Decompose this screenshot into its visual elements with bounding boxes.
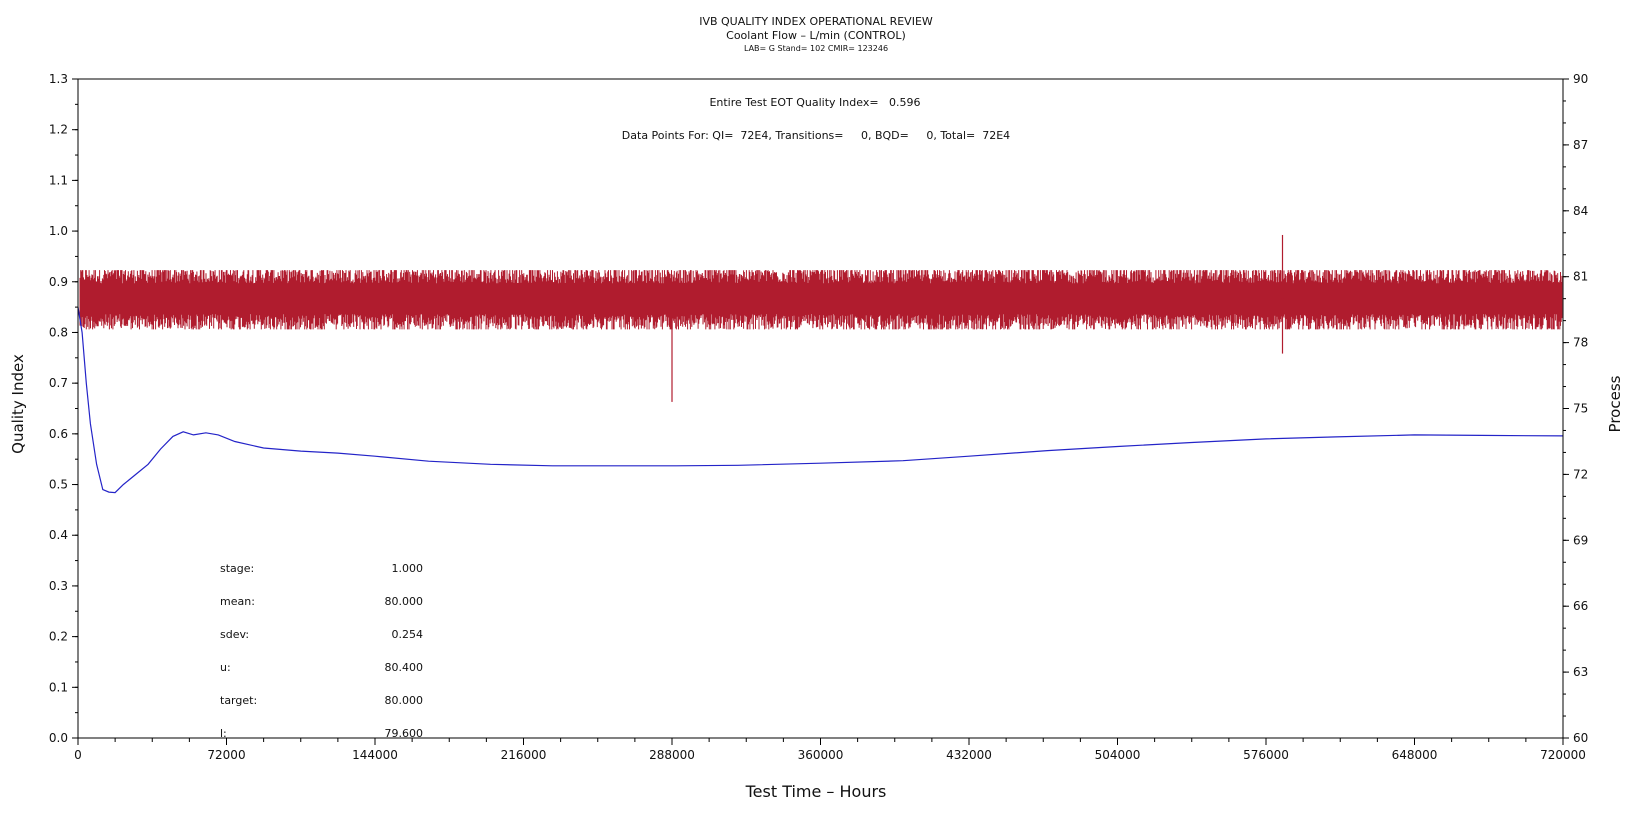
data-points-annotation: Data Points For: QI= 72E4, Transitions= … bbox=[622, 129, 1010, 142]
stat-value: 80.000 bbox=[385, 595, 424, 608]
y2-tick-label: 72 bbox=[1573, 467, 1588, 481]
y-tick-label: 0.5 bbox=[49, 478, 68, 492]
qi-annotation: Entire Test EOT Quality Index= 0.596 bbox=[709, 96, 920, 109]
stat-label: u: bbox=[220, 661, 231, 674]
stat-label: target: bbox=[220, 694, 257, 707]
process-band bbox=[79, 270, 1563, 330]
stat-value: 0.254 bbox=[392, 628, 424, 641]
y-tick-label: 1.3 bbox=[49, 72, 68, 86]
y-tick-label: 1.0 bbox=[49, 224, 68, 238]
lab-info: LAB= G Stand= 102 CMIR= 123246 bbox=[744, 44, 888, 53]
stat-label: l: bbox=[220, 727, 227, 740]
y-tick-label: 0.7 bbox=[49, 376, 68, 390]
x-tick-label: 0 bbox=[74, 748, 82, 762]
stat-label: mean: bbox=[220, 595, 255, 608]
quality-index-line bbox=[77, 307, 1564, 494]
y2-tick-label: 84 bbox=[1573, 204, 1588, 218]
y2-tick-label: 60 bbox=[1573, 731, 1588, 745]
y-tick-label: 0.2 bbox=[49, 630, 68, 644]
chart-subtitle: Coolant Flow – L/min (CONTROL) bbox=[726, 29, 906, 42]
y2-tick-label: 69 bbox=[1573, 533, 1588, 547]
x-tick-label: 144000 bbox=[352, 748, 398, 762]
y-tick-label: 0.0 bbox=[49, 731, 68, 745]
y-tick-label: 0.6 bbox=[49, 427, 68, 441]
x-tick-label: 504000 bbox=[1095, 748, 1141, 762]
stat-value: 1.000 bbox=[392, 562, 424, 575]
y-axis-label: Quality Index bbox=[9, 354, 27, 454]
stat-value: 80.000 bbox=[385, 694, 424, 707]
stat-label: sdev: bbox=[220, 628, 249, 641]
right-y-axis: 60 63 66 69 72 75 78 81 84 87 90 bbox=[1563, 72, 1588, 745]
y2-tick-label: 81 bbox=[1573, 270, 1588, 284]
y-tick-label: 0.8 bbox=[49, 325, 68, 339]
y-tick-label: 0.9 bbox=[49, 275, 68, 289]
y2-tick-label: 63 bbox=[1573, 665, 1588, 679]
y2-tick-label: 66 bbox=[1573, 599, 1588, 613]
x-tick-label: 576000 bbox=[1243, 748, 1289, 762]
y2-axis-label: Process bbox=[1606, 375, 1624, 432]
chart-title: IVB QUALITY INDEX OPERATIONAL REVIEW bbox=[699, 15, 933, 28]
y-tick-label: 1.2 bbox=[49, 123, 68, 137]
x-tick-label: 432000 bbox=[946, 748, 992, 762]
x-tick-label: 288000 bbox=[649, 748, 695, 762]
x-tick-label: 72000 bbox=[207, 748, 245, 762]
y2-tick-label: 78 bbox=[1573, 336, 1588, 350]
stat-value: 80.400 bbox=[385, 661, 424, 674]
y-tick-label: 0.3 bbox=[49, 579, 68, 593]
x-tick-label: 216000 bbox=[501, 748, 547, 762]
stats-block: stage: 1.000 mean: 80.000 sdev: 0.254 u: 80.400… bbox=[220, 562, 423, 740]
y2-tick-label: 90 bbox=[1573, 72, 1588, 86]
x-axis: 0 72000 144000 216000 288000 360000 432000 5040… bbox=[74, 738, 1586, 762]
x-tick-label: 720000 bbox=[1540, 748, 1586, 762]
y-tick-label: 0.4 bbox=[49, 528, 68, 542]
quality-index-series bbox=[77, 307, 1564, 494]
y-tick-label: 0.1 bbox=[49, 680, 68, 694]
stat-value: 79.600 bbox=[385, 727, 424, 740]
plot-frame bbox=[77, 78, 1564, 739]
x-axis-label: Test Time – Hours bbox=[745, 782, 887, 801]
y-tick-label: 1.1 bbox=[49, 173, 68, 187]
x-tick-label: 360000 bbox=[798, 748, 844, 762]
left-y-axis: 0.0 0.1 0.2 0.3 0.4 0.5 0.6 0.7 0.8 0.9 1.0 1.1 1.2 1… bbox=[49, 72, 78, 745]
y2-tick-label: 87 bbox=[1573, 138, 1588, 152]
x-tick-label: 648000 bbox=[1392, 748, 1438, 762]
stat-label: stage: bbox=[220, 562, 254, 575]
y2-tick-label: 75 bbox=[1573, 402, 1588, 416]
process-series bbox=[79, 234, 1563, 402]
